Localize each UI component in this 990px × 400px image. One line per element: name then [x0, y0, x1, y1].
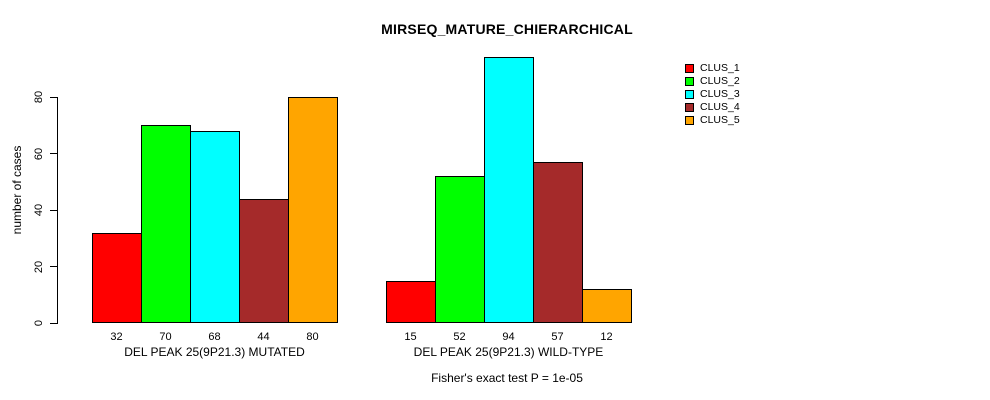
bar-value-label: 70	[159, 331, 172, 343]
legend-item-clus_2: CLUS_2	[685, 75, 740, 88]
bar-clus_1-group1	[92, 233, 142, 323]
bar-value-label: 44	[257, 331, 270, 343]
y-tick-mark	[50, 209, 57, 211]
bar-clus_5-group2	[582, 289, 632, 323]
bar-value-label: 32	[110, 331, 123, 343]
bar-clus_1-group2	[386, 281, 436, 323]
legend-label: CLUS_1	[700, 62, 740, 74]
y-axis-label: number of cases	[10, 145, 24, 235]
bar-value-label: 80	[306, 331, 319, 343]
group-label-2: DEL PEAK 25(9P21.3) WILD-TYPE	[413, 345, 604, 359]
bar-value-label: 94	[502, 331, 515, 343]
bar-clus_2-group2	[435, 176, 485, 323]
legend-swatch-clus_5	[685, 116, 694, 125]
legend: CLUS_1 CLUS_2 CLUS_3 CLUS_4 CLUS_5	[685, 62, 740, 127]
y-tick-label: 0	[33, 319, 45, 327]
legend-label: CLUS_2	[700, 75, 740, 87]
y-tick-mark	[50, 153, 57, 154]
bar-value-label: 12	[600, 331, 613, 343]
chart-title: MIRSEQ_MATURE_CHIERARCHICAL	[381, 21, 633, 37]
legend-label: CLUS_4	[700, 101, 740, 113]
y-tick-mark	[50, 322, 57, 324]
legend-item-clus_4: CLUS_4	[685, 101, 740, 114]
legend-item-clus_3: CLUS_3	[685, 88, 740, 101]
legend-swatch-clus_2	[685, 77, 694, 86]
legend-label: CLUS_5	[700, 114, 740, 126]
bar-clus_4-group2	[533, 162, 583, 323]
bar-clus_4-group1	[239, 199, 289, 323]
legend-swatch-clus_4	[685, 103, 694, 112]
bar-clus_5-group1	[288, 97, 338, 323]
bar-clus_3-group1	[190, 131, 240, 323]
y-tick-label: 20	[33, 260, 45, 273]
bar-value-label: 15	[404, 331, 417, 343]
bar-value-label: 57	[551, 331, 564, 343]
legend-item-clus_1: CLUS_1	[685, 62, 740, 75]
y-tick-label: 40	[33, 203, 45, 217]
bar-value-label: 52	[453, 331, 466, 343]
group-label-1: DEL PEAK 25(9P21.3) MUTATED	[124, 345, 305, 359]
legend-label: CLUS_3	[700, 88, 740, 100]
bar-value-label: 68	[208, 331, 221, 343]
legend-swatch-clus_3	[685, 90, 694, 99]
y-tick-mark	[50, 96, 57, 98]
legend-item-clus_5: CLUS_5	[685, 114, 740, 127]
annotation-fisher-test: Fisher's exact test P = 1e-05	[431, 371, 583, 385]
y-tick-label: 60	[33, 147, 45, 160]
y-axis-line	[57, 97, 58, 324]
y-tick-label: 80	[33, 90, 45, 104]
bar-clus_2-group1	[141, 125, 191, 323]
y-tick-mark	[50, 266, 57, 267]
legend-swatch-clus_1	[685, 64, 694, 73]
bar-clus_3-group2	[484, 57, 534, 323]
